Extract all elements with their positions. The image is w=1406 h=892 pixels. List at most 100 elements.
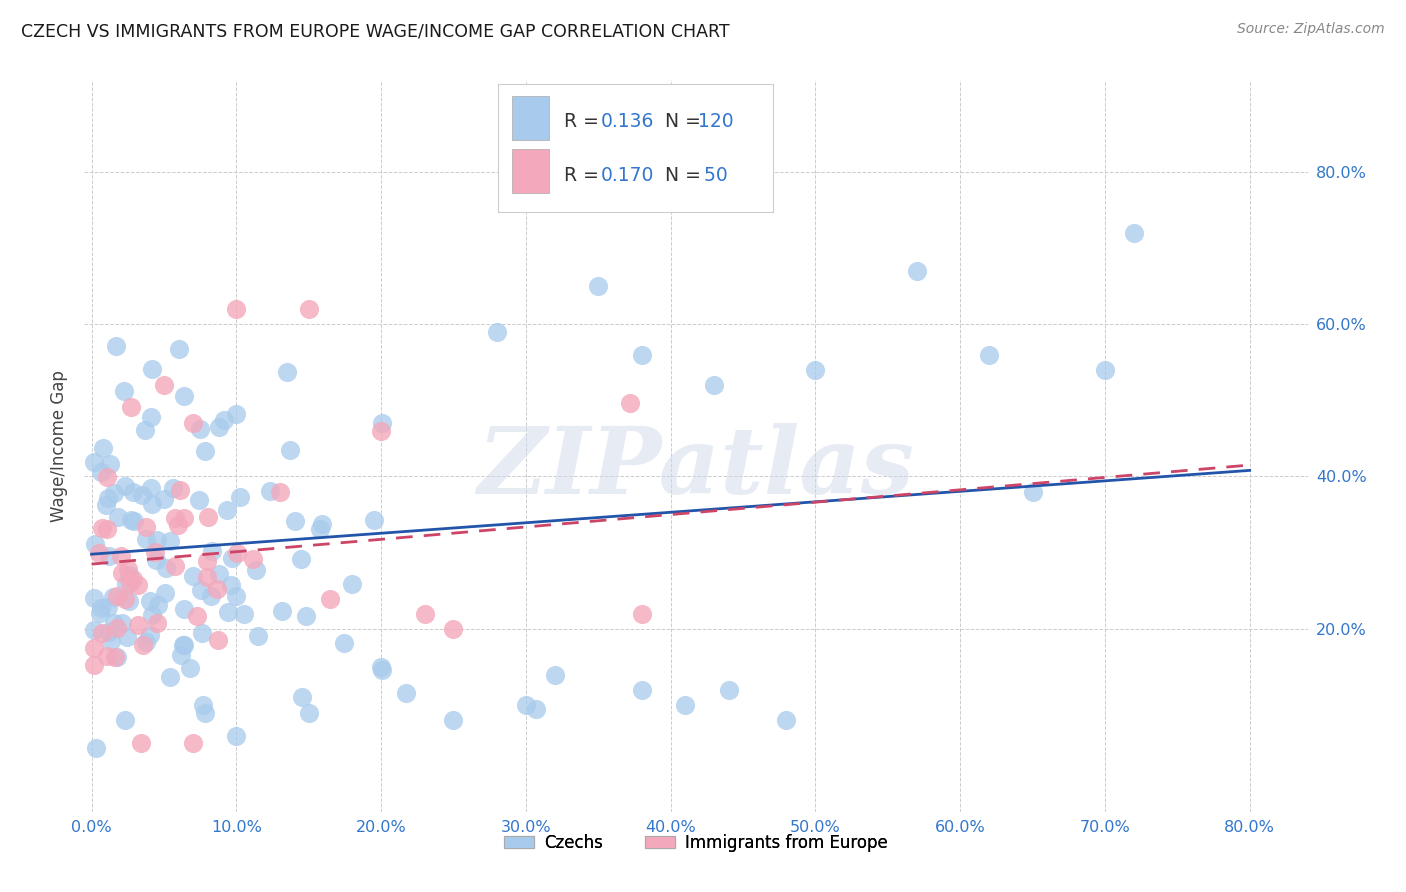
Point [1122, 226, 1144, 240]
Text: R =: R = [564, 166, 605, 185]
Point [259, 484, 281, 499]
Point [97, 625, 120, 640]
Point [294, 609, 316, 624]
Point [122, 514, 145, 528]
Point [284, 514, 307, 528]
Point [159, 670, 181, 684]
Point [212, 413, 235, 427]
Point [127, 618, 149, 632]
Point [717, 682, 740, 697]
Point [173, 511, 195, 525]
Point [333, 636, 356, 650]
Point [298, 706, 321, 720]
Point [269, 484, 291, 499]
Point [630, 682, 652, 697]
Point [170, 648, 193, 662]
Point [1021, 484, 1043, 499]
Y-axis label: Wage/Income Gap: Wage/Income Gap [51, 370, 69, 522]
Point [225, 729, 247, 743]
Point [89, 606, 111, 620]
Point [194, 444, 217, 458]
Point [673, 698, 696, 712]
Point [91, 626, 114, 640]
Point [340, 577, 363, 591]
Point [311, 516, 333, 531]
Point [114, 576, 136, 591]
Point [91, 521, 114, 535]
Point [162, 481, 184, 495]
Point [413, 607, 436, 621]
Point [181, 416, 204, 430]
Point [167, 343, 190, 357]
Point [195, 570, 218, 584]
Point [201, 544, 224, 558]
Point [117, 562, 139, 576]
Point [485, 325, 508, 339]
Text: Source: ZipAtlas.com: Source: ZipAtlas.com [1237, 22, 1385, 37]
Point [83, 658, 105, 673]
Text: 0.136: 0.136 [600, 112, 654, 131]
Point [141, 497, 163, 511]
Point [630, 607, 652, 621]
Point [121, 484, 143, 499]
Point [96, 522, 118, 536]
Point [208, 419, 231, 434]
Point [207, 633, 229, 648]
FancyBboxPatch shape [498, 84, 773, 212]
Point [363, 513, 385, 527]
Point [977, 348, 1000, 362]
Point [181, 736, 204, 750]
Point [1094, 363, 1116, 377]
Point [172, 638, 194, 652]
Point [309, 522, 332, 536]
Point [145, 553, 167, 567]
Point [87, 546, 110, 560]
Point [90, 601, 112, 615]
Point [114, 591, 136, 606]
Text: N =: N = [654, 166, 707, 185]
Point [118, 593, 141, 607]
Point [775, 714, 797, 728]
Point [141, 362, 163, 376]
Point [120, 513, 142, 527]
Point [83, 455, 105, 469]
Legend: Czechs, Immigrants from Europe: Czechs, Immigrants from Europe [498, 827, 894, 858]
Point [107, 509, 129, 524]
Point [186, 608, 208, 623]
Point [110, 549, 132, 563]
Point [319, 592, 342, 607]
Point [132, 639, 155, 653]
Point [96, 599, 118, 614]
Point [129, 736, 152, 750]
Point [619, 396, 641, 410]
Point [190, 421, 212, 435]
Point [105, 650, 128, 665]
Point [173, 390, 195, 404]
Point [221, 550, 243, 565]
Point [371, 416, 394, 430]
Point [173, 602, 195, 616]
Point [100, 634, 122, 648]
Point [105, 339, 128, 353]
Point [83, 624, 105, 638]
Point [524, 702, 547, 716]
Point [96, 470, 118, 484]
Point [217, 503, 239, 517]
Point [191, 625, 214, 640]
Point [245, 563, 267, 577]
Point [208, 566, 231, 581]
Point [111, 616, 134, 631]
Point [101, 590, 124, 604]
Point [146, 533, 169, 547]
Point [146, 598, 169, 612]
Point [118, 567, 141, 582]
Point [278, 442, 301, 457]
Point [97, 491, 120, 506]
Point [103, 485, 125, 500]
Point [153, 378, 176, 392]
Point [139, 594, 162, 608]
Point [139, 628, 162, 642]
Point [96, 649, 118, 664]
Point [804, 363, 827, 377]
Point [290, 552, 312, 566]
